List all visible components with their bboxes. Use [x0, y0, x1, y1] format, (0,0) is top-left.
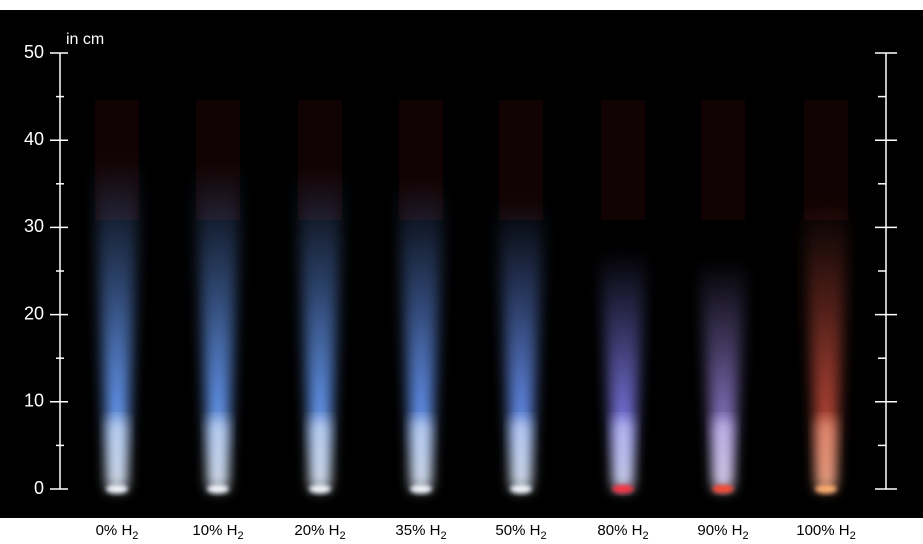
flame-label-text: 100% H	[796, 522, 849, 539]
y-tick-label: 50	[24, 42, 44, 62]
y-tick-label: 0	[34, 478, 44, 498]
flame-base	[410, 485, 432, 493]
flame-label: 10% H2	[192, 522, 243, 542]
flame-label-text: 50% H	[495, 522, 540, 539]
flame-label: 0% H2	[96, 522, 139, 542]
flame-label-text: 35% H	[395, 522, 440, 539]
flame-base	[612, 485, 634, 493]
y-tick-label: 40	[24, 129, 44, 149]
flame-base	[815, 485, 837, 493]
y-tick-label: 30	[24, 216, 44, 236]
flame-label: 90% H2	[697, 522, 748, 542]
flame-label: 35% H2	[395, 522, 446, 542]
flame-label-subscript: 2	[850, 530, 856, 542]
flame-label: 80% H2	[597, 522, 648, 542]
y-tick-label: 20	[24, 303, 44, 323]
background	[0, 10, 923, 518]
photo: in cm 010203040500% H210% H220% H235% H2…	[0, 0, 923, 544]
flame-base	[712, 485, 734, 493]
flame-label-subscript: 2	[339, 530, 345, 542]
flame-label-subscript: 2	[237, 530, 243, 542]
flame-label: 20% H2	[294, 522, 345, 542]
flame-label-subscript: 2	[742, 530, 748, 542]
flame-label-subscript: 2	[540, 530, 546, 542]
flame-base	[106, 485, 128, 493]
flame-label-text: 10% H	[192, 522, 237, 539]
flame-base	[207, 485, 229, 493]
flame-base	[510, 485, 532, 493]
flame-label: 100% H2	[796, 522, 856, 542]
flame-label-text: 90% H	[697, 522, 742, 539]
flame-label-subscript: 2	[642, 530, 648, 542]
flame-label-text: 20% H	[294, 522, 339, 539]
page: in cm 010203040500% H210% H220% H235% H2…	[0, 0, 923, 544]
flame-label-text: 80% H	[597, 522, 642, 539]
y-tick-label: 10	[24, 391, 44, 411]
unit-label: in cm	[66, 31, 104, 48]
flame-label-subscript: 2	[440, 530, 446, 542]
flame-label-text: 0% H	[96, 522, 133, 539]
column-haze	[601, 100, 645, 220]
flame-label-subscript: 2	[132, 530, 138, 542]
column-haze	[701, 100, 745, 220]
flame-base	[309, 485, 331, 493]
flame-label: 50% H2	[495, 522, 546, 542]
